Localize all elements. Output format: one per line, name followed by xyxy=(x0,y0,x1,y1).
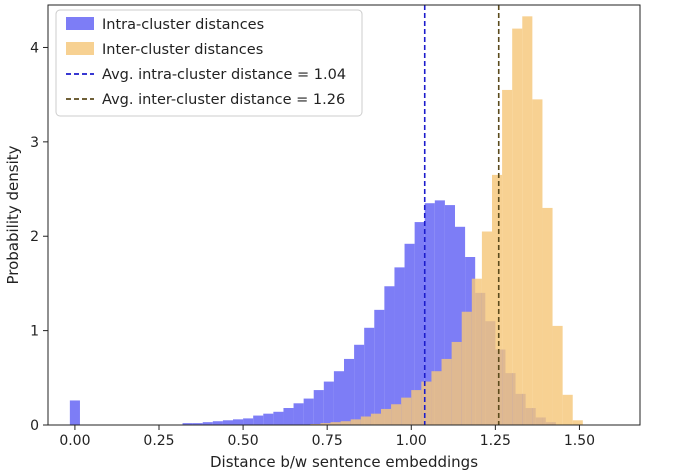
x-tick-label: 1.00 xyxy=(396,433,427,449)
series-2-bar-4 xyxy=(350,419,361,425)
y-tick-label: 4 xyxy=(30,40,39,56)
legend-label-2: Inter-cluster distances xyxy=(102,42,263,58)
x-tick-label: 0.50 xyxy=(228,433,259,449)
legend-label-1: Intra-cluster distances xyxy=(102,17,264,33)
legend-label-4: Avg. inter-cluster distance = 1.26 xyxy=(102,92,345,108)
series-1-bar-9 xyxy=(263,413,274,425)
series-1-bar-14 xyxy=(313,390,324,425)
series-2-bar-23 xyxy=(542,207,553,425)
y-axis: 0 1 2 3 4 xyxy=(30,40,48,434)
series-1-bar-4 xyxy=(212,421,223,425)
legend: Intra-cluster distances Inter-cluster dis… xyxy=(55,9,363,117)
series-2 xyxy=(310,16,583,426)
series-1-bar-28 xyxy=(455,226,466,425)
series-2-bar-14 xyxy=(451,341,462,425)
x-axis: 0.00 0.25 0.50 0.75 1.00 1.25 1.50 xyxy=(59,425,595,449)
series-2-bar-2 xyxy=(330,422,341,425)
series-2-bar-1 xyxy=(320,423,331,425)
series-1-bar-22 xyxy=(394,267,405,425)
series-1-bar-10 xyxy=(273,411,284,425)
series-2-bar-11 xyxy=(421,381,432,425)
series-2-bar-18 xyxy=(492,174,503,425)
series-2-bar-7 xyxy=(381,408,392,425)
plot-area xyxy=(69,5,583,426)
series-2-bar-25 xyxy=(562,394,573,425)
series-2-bar-20 xyxy=(512,28,523,425)
x-axis-label: Distance b/w sentence embeddings xyxy=(210,453,478,471)
series-1-bar-17 xyxy=(344,358,355,425)
series-2-bar-24 xyxy=(552,325,563,425)
series-1-bar-3 xyxy=(202,422,213,425)
series-1-bar-8 xyxy=(253,415,264,425)
series-1-bar-5 xyxy=(222,420,233,425)
series-1-bar-19 xyxy=(364,327,375,425)
legend-swatch-1 xyxy=(66,17,94,30)
series-2-bar-3 xyxy=(340,421,351,425)
series-2-bar-17 xyxy=(481,231,492,425)
plot-frame xyxy=(47,4,641,426)
series-2-bar-22 xyxy=(532,99,543,425)
y-tick-label: 0 xyxy=(30,418,39,434)
series-1-bar-2 xyxy=(192,423,203,425)
x-tick-label: 0.25 xyxy=(143,433,174,449)
series-1-bar-1 xyxy=(182,423,193,425)
series-1-bar-27 xyxy=(444,205,455,425)
series-2-bar-15 xyxy=(461,311,472,425)
series-2-bar-13 xyxy=(441,358,452,425)
series-2-bar-16 xyxy=(471,278,482,425)
y-tick-label: 2 xyxy=(30,229,39,245)
series-1-bar-24 xyxy=(414,222,425,425)
x-tick-label: 0.00 xyxy=(59,433,90,449)
series-1-bar-13 xyxy=(303,398,314,425)
series-2-bar-19 xyxy=(502,89,513,425)
legend-swatch-2 xyxy=(66,42,94,55)
series-1-bar-11 xyxy=(283,408,294,425)
x-tick-label: 0.75 xyxy=(312,433,343,449)
series-1-bar-20 xyxy=(374,309,385,425)
x-tick-label: 1.25 xyxy=(480,433,511,449)
series-2-bar-8 xyxy=(391,404,402,425)
y-tick-label: 3 xyxy=(30,135,39,151)
series-2-bar-21 xyxy=(522,16,533,426)
series-2-bar-5 xyxy=(360,416,371,425)
series-1-bar-6 xyxy=(233,419,244,425)
series-1-bar-18 xyxy=(354,344,365,425)
series-1-bar-7 xyxy=(243,418,254,425)
x-tick-label: 1.50 xyxy=(564,433,595,449)
series-1-bar-16 xyxy=(333,371,344,425)
series-1-bar-21 xyxy=(384,286,395,425)
legend-label-3: Avg. intra-cluster distance = 1.04 xyxy=(102,67,346,83)
series-2-bar-12 xyxy=(431,371,442,425)
series-2-bar-6 xyxy=(370,413,381,425)
series-1-bar-15 xyxy=(323,381,334,425)
series-1-bar-12 xyxy=(293,403,304,425)
series-2-bar-9 xyxy=(401,397,412,425)
series-1-bar-0 xyxy=(69,400,80,425)
series-2-bar-26 xyxy=(572,420,583,425)
y-tick-label: 1 xyxy=(30,324,39,340)
legend-box xyxy=(55,9,363,117)
y-axis-label: Probability density xyxy=(4,145,22,284)
series-1-bar-26 xyxy=(434,200,445,425)
series-2-bar-10 xyxy=(411,390,422,425)
series-1-bar-25 xyxy=(424,203,435,425)
series-1-bar-23 xyxy=(404,243,415,425)
